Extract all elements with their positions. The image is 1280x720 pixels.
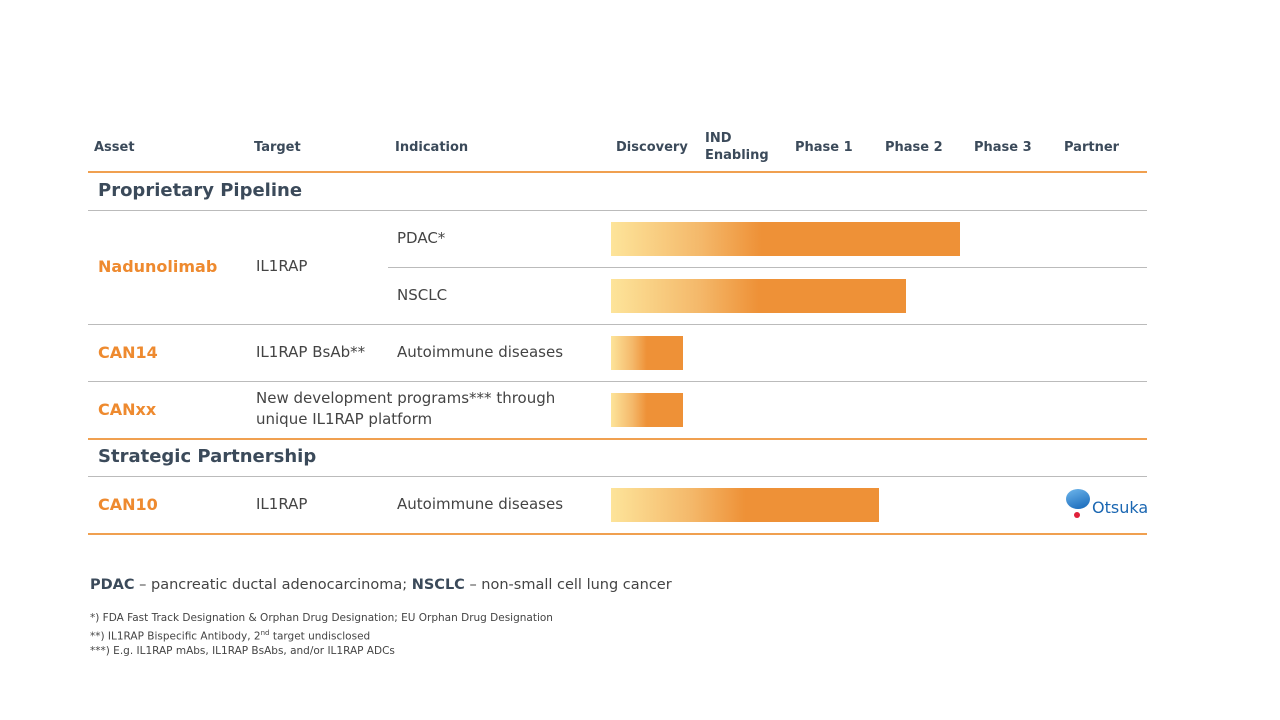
section-title: Proprietary Pipeline xyxy=(98,180,303,201)
column-header: Target xyxy=(254,140,301,155)
abbreviation-term: NSCLC xyxy=(411,577,465,593)
footnote-text: target undisclosed xyxy=(269,630,371,642)
partner-logo: Otsuka xyxy=(1064,488,1149,523)
progress-bar xyxy=(611,221,960,256)
row-divider xyxy=(88,324,1147,325)
column-header: Partner xyxy=(1064,140,1120,155)
asset-name: Nadunolimab xyxy=(98,257,218,276)
footnote-text: **) IL1RAP Bispecific Antibody, 2 xyxy=(90,630,261,642)
abbreviations: PDAC – pancreatic ductal adenocarcinoma;… xyxy=(90,577,672,593)
progress-bar xyxy=(611,335,683,370)
partner-name: Otsuka xyxy=(1092,497,1149,517)
row-divider xyxy=(88,381,1147,382)
row-divider xyxy=(88,438,1147,440)
footnote: *) FDA Fast Track Designation & Orphan D… xyxy=(90,611,553,626)
asset-name: CANxx xyxy=(98,399,157,419)
indication: PDAC* xyxy=(397,228,446,247)
description: New development programs*** through uniq… xyxy=(256,388,556,428)
abbreviation-term: PDAC xyxy=(90,577,135,593)
column-header: Phase 1 xyxy=(795,140,853,155)
abbreviation-definition: – non-small cell lung cancer xyxy=(469,577,672,593)
row-divider xyxy=(88,476,1147,477)
abbreviation-definition: – pancreatic ductal adenocarcinoma; xyxy=(139,577,408,593)
asset-name: CAN14 xyxy=(98,342,158,362)
column-header: Phase 3 xyxy=(974,140,1032,155)
footnote-text: ***) E.g. IL1RAP mAbs, IL1RAP BsAbs, and… xyxy=(90,644,395,657)
column-header: Discovery xyxy=(616,140,688,155)
column-header: Phase 2 xyxy=(885,140,943,155)
section-title: Strategic Partnership xyxy=(98,446,317,467)
progress-bar xyxy=(611,278,907,313)
column-header: Indication xyxy=(395,140,469,155)
row-divider xyxy=(88,533,1147,535)
logo-blob xyxy=(1066,488,1090,509)
indication: Autoimmune diseases xyxy=(397,342,564,361)
row-divider xyxy=(88,171,1147,173)
logo-dot xyxy=(1074,511,1080,518)
target: IL1RAP BsAb** xyxy=(256,342,366,361)
stage-shade xyxy=(967,174,1057,533)
asset-name: CAN10 xyxy=(98,494,158,514)
footnote-text: *) FDA Fast Track Designation & Orphan D… xyxy=(90,612,553,624)
column-header: IND Enabling xyxy=(705,131,769,163)
footnotes: *) FDA Fast Track Designation & Orphan D… xyxy=(90,611,553,658)
footnote: ***) E.g. IL1RAP mAbs, IL1RAP BsAbs, and… xyxy=(90,644,553,659)
row-divider xyxy=(388,267,1147,268)
indication: NSCLC xyxy=(397,285,448,304)
target: IL1RAP xyxy=(256,494,308,513)
footnote: **) IL1RAP Bispecific Antibody, 2nd targ… xyxy=(90,626,553,644)
target: IL1RAP xyxy=(256,257,308,275)
column-header: Asset xyxy=(94,140,135,155)
row-divider xyxy=(88,210,1147,211)
indication: Autoimmune diseases xyxy=(397,494,564,513)
footnote-text: nd xyxy=(260,628,270,637)
progress-bar xyxy=(611,487,880,522)
progress-bar xyxy=(611,392,683,427)
